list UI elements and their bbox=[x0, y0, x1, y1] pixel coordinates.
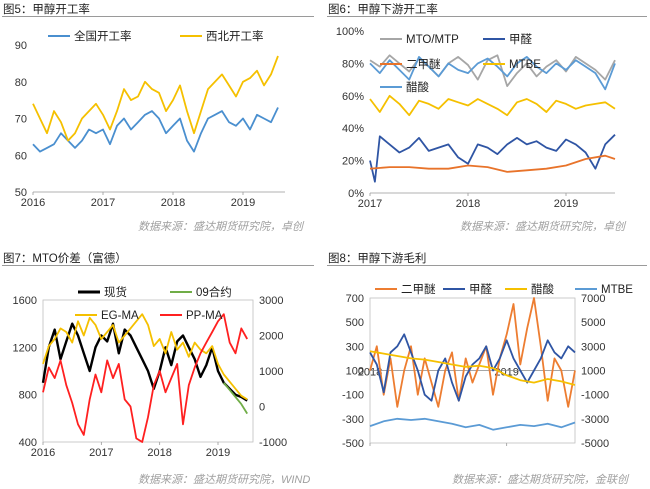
chart4-y-tick-label: 300 bbox=[346, 341, 364, 353]
chart4-y-tick-label: 700 bbox=[346, 293, 364, 305]
chart2-legend-label: 醋酸 bbox=[406, 80, 429, 94]
chart4-legend-label: MTBE bbox=[601, 284, 633, 296]
chart4-y-tick-label: -300 bbox=[342, 414, 364, 426]
chart4-y-right-tick-label: 3000 bbox=[581, 341, 605, 353]
chart4-series-1-line bbox=[369, 297, 576, 408]
chart1-x-tick-label: 2019 bbox=[231, 197, 255, 209]
chart2-x-tick-label: 2018 bbox=[456, 198, 480, 210]
chart2-legend-label: 甲醛 bbox=[509, 32, 532, 46]
chart2-legend-label: MTBE bbox=[509, 59, 541, 71]
chart1-series-1-line bbox=[32, 107, 279, 153]
chart3-y-right-tick-label: 2000 bbox=[259, 331, 283, 343]
chart4-title-rule bbox=[327, 265, 647, 266]
chart3-title-rule bbox=[2, 265, 314, 266]
chart3-y-right-tick-label: -1000 bbox=[259, 437, 287, 449]
chart3-y-tick-label: 800 bbox=[19, 390, 37, 402]
chart1-x-tick-label: 2018 bbox=[161, 197, 185, 209]
chart3-x-tick-label: 2018 bbox=[147, 447, 171, 459]
chart3-legend-label: PP-MA bbox=[186, 310, 223, 322]
chart4-y-right-tick-label: 5000 bbox=[581, 317, 605, 329]
chart1-legend-label: 全国开工率 bbox=[74, 29, 132, 43]
chart4-y-right-tick-label: -1000 bbox=[581, 390, 609, 402]
chart4-y-tick-label: -100 bbox=[342, 390, 364, 402]
chart3-title: 图7：MTO价差（富德） bbox=[3, 253, 127, 265]
chart4-y-right-tick-label: -3000 bbox=[581, 414, 609, 426]
chart2-series-3-line bbox=[369, 154, 616, 173]
chart1-y-tick-label: 80 bbox=[15, 77, 27, 89]
chart2-series-1-line bbox=[369, 54, 616, 87]
chart2-x-tick-label: 2017 bbox=[358, 198, 382, 210]
chart1-y-tick-label: 60 bbox=[15, 150, 27, 162]
chart3-frame bbox=[42, 299, 254, 443]
chart2-y-tick-label: 60% bbox=[342, 91, 364, 103]
chart4-legend-label: 甲醛 bbox=[469, 282, 492, 296]
chart2-title-rule bbox=[327, 16, 647, 17]
chart3-y-right-tick-label: 1000 bbox=[259, 366, 283, 378]
chart1-series-2-line bbox=[32, 55, 279, 142]
chart3-legend-label: 09合约 bbox=[196, 285, 232, 299]
chart2-y-tick-label: 20% bbox=[342, 156, 364, 168]
chart3-x-tick-label: 2016 bbox=[31, 447, 55, 459]
chart4-y-tick-label: 100 bbox=[346, 366, 364, 378]
chart1-x-tick-label: 2017 bbox=[91, 197, 115, 209]
chart1-y-tick-label: 90 bbox=[15, 40, 27, 52]
chart3-plot: 2016 2017 2018 2019 400 800 1200 1600 -1000 0 1000… bbox=[13, 285, 288, 459]
chart2-y-tick-label: 100% bbox=[336, 26, 364, 38]
chart1-y-tick-label: 70 bbox=[15, 114, 27, 126]
chart2-title: 图6：甲醇下游开工率 bbox=[328, 4, 438, 16]
chart4-series-3-line bbox=[369, 350, 576, 386]
chart1-title-rule bbox=[2, 16, 314, 17]
chart2-y-tick-label: 0% bbox=[348, 188, 364, 200]
chart3-y-tick-label: 1600 bbox=[13, 295, 37, 307]
chart4-y-right-tick-label: 1000 bbox=[581, 366, 605, 378]
chart4-series-4-line bbox=[369, 417, 576, 431]
chart2-legend-label: MTO/MTP bbox=[406, 34, 459, 46]
chart4-plot: 2018 2019 -500 -300 -100 100 300 500 700 -5000 -30… bbox=[342, 282, 633, 450]
chart3-series-4-line bbox=[42, 313, 248, 443]
chart3-legend-label: 现货 bbox=[104, 285, 127, 299]
chart4-legend-label: 二甲醚 bbox=[401, 282, 436, 296]
chart2-series-2-line bbox=[369, 134, 616, 183]
chart2-y-tick-label: 80% bbox=[342, 58, 364, 70]
chart4-y-tick-label: -500 bbox=[342, 438, 364, 450]
chart3-series-3-line bbox=[42, 313, 248, 401]
chart2-source: 数据来源：盛达期货研究院，卓创 bbox=[460, 221, 625, 233]
chart4-legend-label: 醋酸 bbox=[531, 282, 554, 296]
chart1-plot: 2016 2017 2018 2019 50 60 70 80 90 全国开工率 西北开工率 bbox=[15, 29, 285, 209]
chart2-series-4-line bbox=[369, 94, 616, 117]
chart4-x-tick-label: 2018 bbox=[358, 367, 382, 379]
chart3-y-tick-label: 1200 bbox=[13, 342, 37, 354]
chart2-x-tick-label: 2019 bbox=[554, 198, 578, 210]
chart2-plot: 2017 2018 2019 0% 20% 40% 60% 80% 100% MTO/MTP 甲醛二… bbox=[336, 26, 616, 210]
chart4-x-tick-label: 2019 bbox=[494, 367, 518, 379]
chart2-legend-label: 二甲醚 bbox=[406, 57, 441, 71]
chart1-x-tick-label: 2016 bbox=[21, 197, 45, 209]
chart4-series-2-line bbox=[369, 333, 576, 402]
chart3-series-2-line bbox=[223, 382, 248, 415]
chart1-y-tick-label: 50 bbox=[15, 187, 27, 199]
chart4-y-right-tick-label: 7000 bbox=[581, 293, 605, 305]
chart3-x-tick-label: 2017 bbox=[89, 447, 113, 459]
chart4-y-tick-label: 500 bbox=[346, 317, 364, 329]
chart3-legend-label: EG-MA bbox=[101, 310, 139, 322]
chart3-source: 数据来源：盛达期货研究院，WIND bbox=[138, 474, 311, 486]
chart1-source: 数据来源：盛达期货研究院，卓创 bbox=[138, 221, 303, 233]
chart1-title: 图5：甲醇开工率 bbox=[3, 4, 90, 16]
chart4-title: 图8：甲醇下游毛利 bbox=[328, 253, 427, 265]
chart3-y-right-tick-label: 0 bbox=[259, 402, 265, 414]
chart3-y-tick-label: 400 bbox=[19, 437, 37, 449]
chart4-source: 数据来源：盛达期货研究院，金联创 bbox=[452, 474, 628, 486]
chart3-y-right-tick-label: 3000 bbox=[259, 295, 283, 307]
chart1-legend-label: 西北开工率 bbox=[206, 29, 264, 43]
chart2-y-tick-label: 40% bbox=[342, 123, 364, 135]
chart2-series-5-line bbox=[369, 56, 616, 91]
chart4-y-right-tick-label: -5000 bbox=[581, 438, 609, 450]
chart3-x-tick-label: 2019 bbox=[206, 447, 230, 459]
